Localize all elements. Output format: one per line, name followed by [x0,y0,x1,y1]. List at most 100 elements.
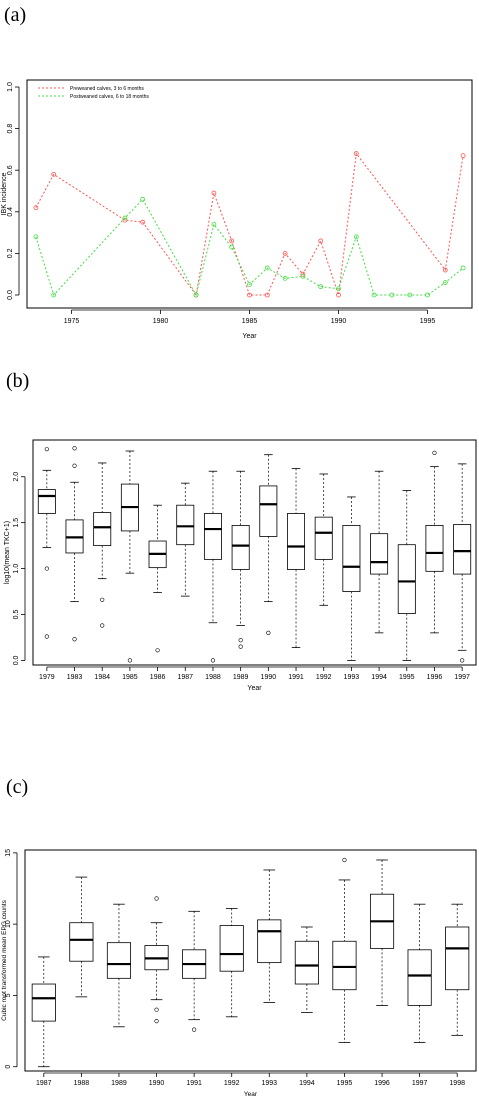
y-tick-label: 10 [5,920,12,928]
series-line-1 [35,152,464,297]
data-point [51,171,57,177]
data-point [407,292,413,298]
data-point [33,234,39,240]
outlier-point [210,658,216,663]
data-point [371,292,377,298]
x-tick-label: 1990 [149,1080,165,1087]
outlier-point [154,1018,159,1024]
iqr-box [231,525,250,570]
box-1995 [332,857,357,1043]
data-point [389,292,395,298]
iqr-box [287,513,306,570]
x-tick-label: 1985 [242,318,258,325]
box-1979 [37,447,56,639]
data-point [460,265,466,271]
data-point [282,275,288,281]
y-tick-label: 0.5 [13,610,20,620]
box-1987 [176,482,195,597]
outlier-point [342,857,347,863]
x-axis-label: Year [244,1091,258,1098]
data-point [229,238,235,244]
box-1986 [148,504,167,653]
data-point [336,286,341,292]
box-1993 [257,869,282,1003]
outlier-point [432,450,437,455]
outlier-point [72,446,77,451]
x-tick-label: 1995 [399,674,415,681]
box-1988 [69,876,94,998]
x-tick-label: 1987 [36,1080,52,1087]
x-tick-label: 1983 [67,674,83,681]
box-1994 [294,926,319,1013]
box-1998 [445,903,470,1036]
iqr-box [176,504,195,546]
plot-frame [32,439,477,666]
outlier-point [72,463,77,468]
box-1991 [182,910,207,1032]
iqr-box [106,942,132,979]
x-tick-label: 1979 [39,674,55,681]
data-point [140,196,146,202]
iqr-box [370,533,389,575]
box-1987 [31,956,56,1068]
data-point [442,280,448,285]
box-1997 [453,463,472,663]
box-1992 [219,908,244,1018]
box-1989 [231,470,250,649]
outlier-point [238,644,243,649]
data-point [229,244,235,250]
x-tick-label: 1985 [122,674,138,681]
outlier-point [100,597,105,602]
outlier-point [460,658,465,663]
iqr-box [332,940,357,991]
data-point [247,292,252,298]
chart-a-ibk-incidence: 0.0 0.2 0.4 0.6 0.8 1.0 IBK incidence 1975 1980 1… [1,79,473,340]
iqr-box [407,949,432,1006]
legend-label-1: Preweaned calves, 3 to 6 months [70,86,144,92]
box-1995 [397,490,416,661]
data-point [264,265,270,271]
iqr-box [425,525,444,572]
box-1996 [425,450,444,634]
x-tick-label: 1995 [337,1080,353,1087]
x-tick-label: 1986 [150,674,166,681]
data-point [33,205,39,211]
data-point [300,271,306,277]
y-tick-label: 15 [5,849,12,857]
y-tick-label: 1.0 [13,564,20,574]
x-tick-label: 1987 [177,674,193,681]
y-tick-label: 0.0 [13,655,20,665]
x-tick-label: 1988 [205,674,221,681]
y-tick-label: 1.5 [13,518,20,528]
series-line-2 [35,198,464,297]
y-tick-label: 0 [5,1065,12,1069]
data-point [353,234,359,240]
data-point [264,292,270,298]
iqr-box [453,524,472,575]
data-point [140,219,146,225]
box-1989 [106,903,132,1028]
box-1997 [407,903,432,1043]
iqr-box [69,922,94,962]
iqr-box [397,544,416,614]
iqr-box [445,926,470,991]
iqr-box [219,925,244,972]
iqr-box [294,940,319,985]
box-1985 [120,450,139,663]
data-point [300,273,306,279]
box-1991 [287,468,306,648]
y-tick-label: 0.6 [7,165,14,175]
outlier-point [44,634,49,639]
plot-frame [26,79,473,309]
x-tick-label: 1997 [412,1080,428,1087]
box-1992 [314,473,333,606]
x-tick-label: 1991 [288,674,304,681]
data-point [318,238,324,244]
outlier-point [44,447,49,452]
iqr-box [342,525,361,592]
y-tick-label: 0.4 [7,207,14,217]
x-tick-label: 1998 [449,1080,465,1087]
chart-c-epg-boxplot: 0 5 10 15 Cubic root transformed mean EPG co… [1,849,477,1098]
x-tick-label: 1994 [299,1080,315,1087]
x-axis-label: Year [247,685,262,692]
